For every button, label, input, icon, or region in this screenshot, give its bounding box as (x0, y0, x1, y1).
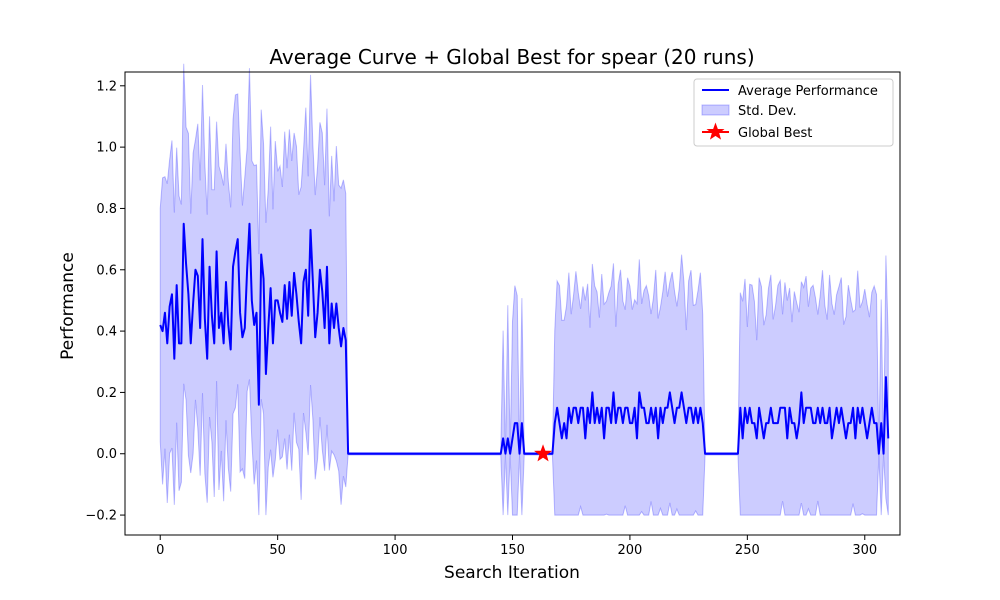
plot-area (159, 63, 890, 516)
y-tick-label: 1.0 (96, 141, 117, 156)
average-performance-line (159, 222, 890, 455)
legend-label-global-best: Global Best (738, 126, 812, 141)
y-tick-label: −0.2 (85, 509, 117, 524)
y-tick-label: 0.0 (96, 447, 117, 462)
y-tick-label: 0.2 (96, 386, 117, 401)
x-tick-label: 50 (269, 543, 286, 558)
y-tick-label: 0.6 (96, 263, 117, 278)
y-tick-label: 1.2 (96, 79, 117, 94)
legend-star-icon (706, 122, 725, 140)
legend: Average Performance Std. Dev. Global Bes… (693, 78, 894, 147)
x-tick-label: 150 (500, 543, 525, 558)
y-tick-label: 0.4 (96, 325, 117, 340)
x-axis-title: Search Iteration (444, 563, 580, 583)
chart-title: Average Curve + Global Best for spear (2… (269, 45, 754, 69)
legend-band-icon (701, 104, 730, 116)
axes: 0 50 100 150 200 250 300 −0.2 0.0 0.2 0.4 0.6 0.8 1.0… (85, 71, 901, 558)
x-tick-label: 0 (156, 543, 164, 558)
global-best-star (534, 444, 553, 462)
legend-box (693, 78, 894, 147)
legend-label-stddev: Std. Dev. (738, 104, 797, 119)
std-dev-band (159, 63, 889, 516)
x-tick-label: 200 (618, 543, 643, 558)
x-tick-label: 250 (735, 543, 760, 558)
y-tick-label: 0.8 (96, 202, 117, 217)
legend-label-average: Average Performance (738, 84, 878, 99)
y-axis-title: Performance (58, 252, 78, 360)
x-tick-label: 100 (383, 543, 408, 558)
x-tick-label: 300 (852, 543, 877, 558)
